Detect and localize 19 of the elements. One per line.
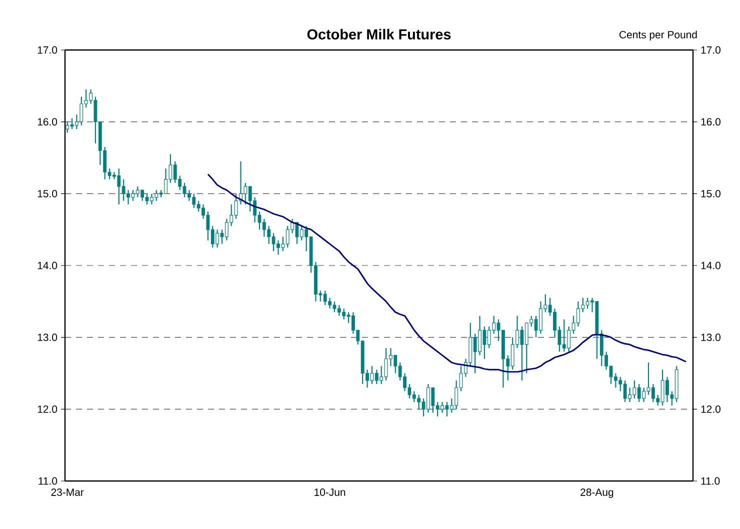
y-tick-label: 12.0	[38, 405, 58, 413]
y2-tick-label: 14.0	[701, 262, 720, 270]
y2-tick-label: 15.0	[701, 190, 720, 198]
y-tick-label: 13.0	[38, 334, 58, 342]
y2-tick-label: 13.0	[701, 334, 720, 342]
y2-tick-label: 16.0	[701, 118, 720, 126]
y-tick-label: 11.0	[38, 477, 58, 485]
y2-tick-label: 17.0	[701, 46, 720, 54]
x-tick-label: 10-Jun	[314, 488, 346, 496]
y-tick-label: 14.0	[38, 262, 58, 270]
x-tick-label: 23-Mar	[51, 488, 84, 496]
y-tick-label: 15.0	[38, 190, 58, 198]
y2-axis-title: Cents per Pound	[620, 30, 697, 40]
y-tick-label: 16.0	[38, 118, 58, 126]
y2-tick-label: 11.0	[701, 477, 720, 485]
y-tick-label: 17.0	[38, 46, 58, 54]
y2-tick-label: 12.0	[701, 405, 720, 413]
chart-title: October Milk Futures	[307, 28, 451, 40]
x-tick-label: 28-Aug	[580, 488, 614, 498]
